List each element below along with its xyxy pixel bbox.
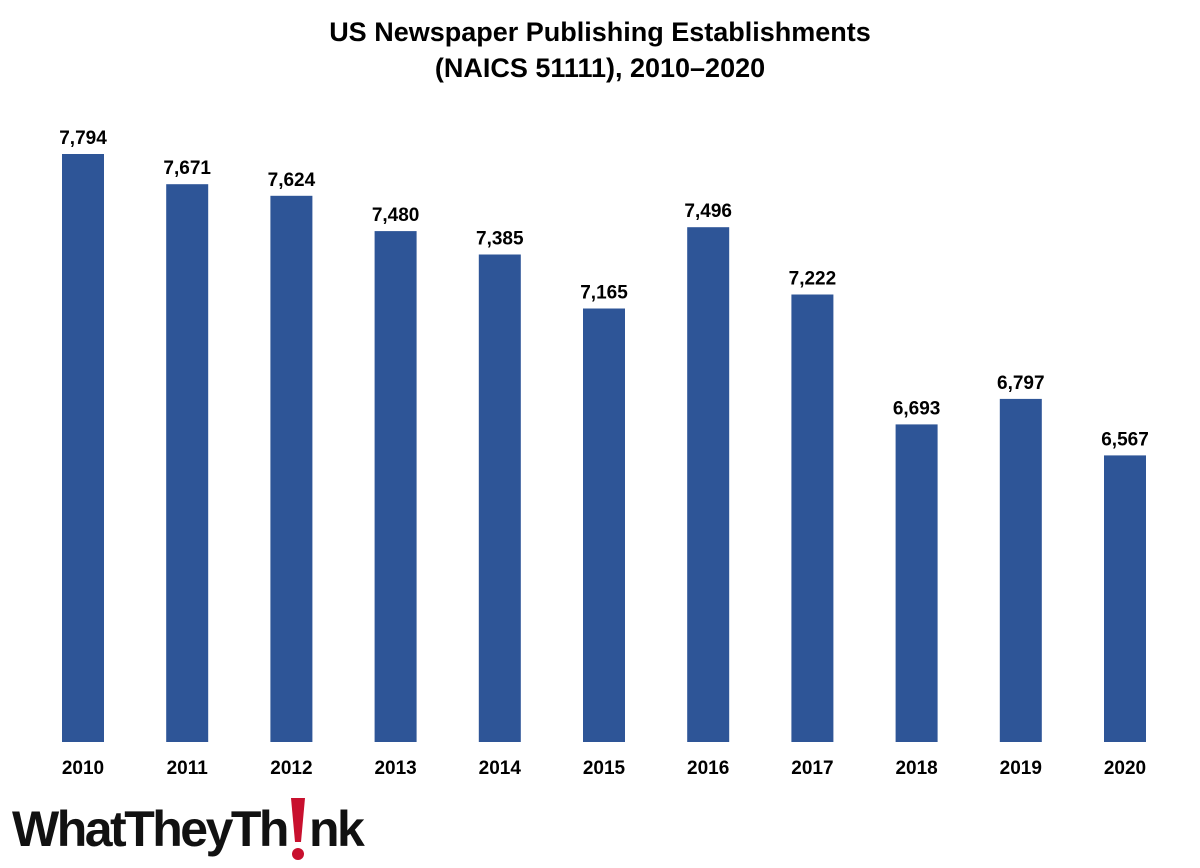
- data-label-2016: 7,496: [684, 201, 732, 222]
- data-label-2015: 7,165: [580, 283, 628, 304]
- bar-2010: [62, 154, 104, 742]
- data-label-2018: 6,693: [893, 398, 941, 419]
- bar-2012: [270, 195, 313, 743]
- data-label-2014: 7,385: [476, 229, 524, 250]
- bar-2020: [1104, 455, 1146, 742]
- exclamation-icon: [288, 790, 308, 860]
- x-tick-label-2020: 2020: [1104, 758, 1146, 779]
- bar-2019: [999, 398, 1042, 742]
- chart-title-line-2: (NAICS 51111), 2010–2020: [434, 53, 766, 83]
- x-tick-label-2010: 2010: [62, 758, 104, 779]
- x-tick-label-2012: 2012: [270, 758, 312, 779]
- x-axis-tick-labels: 2010 2011 2012 2013 2014 2015 2016 2017 2018 2019…: [62, 758, 1146, 779]
- data-label-2013: 7,480: [372, 205, 420, 226]
- bar-2015: [583, 308, 625, 742]
- data-label-2011: 7,671: [163, 158, 211, 179]
- bar-2013: [374, 231, 417, 742]
- data-label-2020: 6,567: [1101, 429, 1149, 450]
- bar-2014: [478, 254, 521, 742]
- x-tick-label-2019: 2019: [1000, 758, 1042, 779]
- x-tick-label-2014: 2014: [479, 758, 522, 779]
- bar-2011: [166, 184, 209, 742]
- bar-2016: [687, 227, 730, 742]
- brand-logo-text-end: nk: [308, 801, 365, 857]
- x-tick-label-2015: 2015: [583, 758, 626, 779]
- brand-logo: WhatTheyTh nk: [12, 790, 365, 868]
- x-tick-label-2013: 2013: [374, 758, 416, 779]
- data-label-2012: 7,624: [268, 170, 316, 191]
- data-label-2017: 7,222: [789, 269, 837, 290]
- bars-group: [62, 154, 1146, 743]
- chart-title: US Newspaper Publishing Establishments (…: [0, 14, 1200, 86]
- x-tick-label-2018: 2018: [895, 758, 937, 779]
- data-label-2010: 7,794: [59, 128, 107, 149]
- brand-logo-text-start: WhatTheyTh: [12, 801, 289, 857]
- bar-2018: [895, 424, 938, 742]
- x-tick-label-2017: 2017: [791, 758, 833, 779]
- x-tick-label-2016: 2016: [687, 758, 729, 779]
- chart-title-line-1: US Newspaper Publishing Establishments: [329, 17, 871, 47]
- data-label-2019: 6,797: [997, 373, 1045, 394]
- x-tick-label-2011: 2011: [167, 758, 209, 779]
- value-labels-group: 7,794 7,671 7,624 7,480 7,385 7,165 7,496 7,222…: [59, 128, 1149, 450]
- bar-2017: [791, 294, 834, 742]
